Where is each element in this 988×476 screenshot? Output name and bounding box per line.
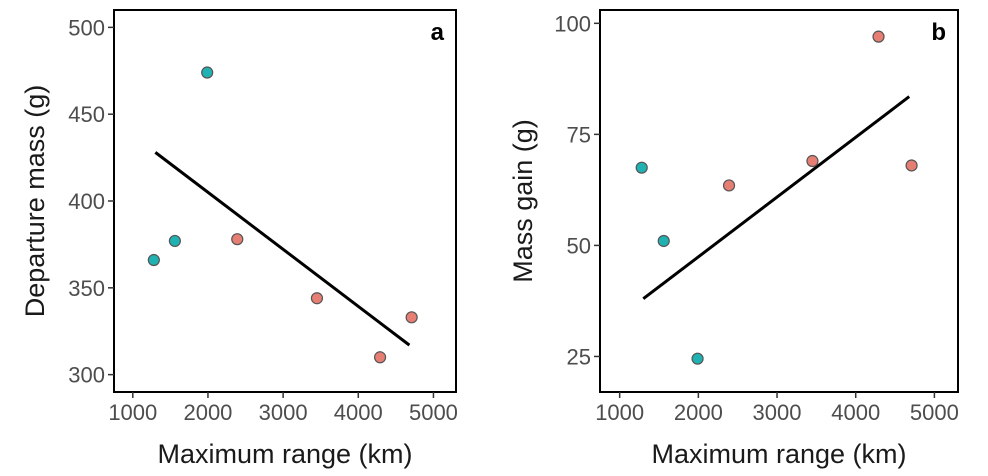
data-point	[635, 161, 648, 174]
data-point	[691, 352, 704, 365]
y-tick-label: 400	[68, 189, 105, 214]
data-point	[872, 30, 885, 43]
x-tick-label: 1000	[108, 400, 157, 425]
x-tick-label: 4000	[334, 400, 383, 425]
x-tick-label: 5000	[910, 400, 959, 425]
plot-frame	[113, 9, 457, 393]
trend-line	[642, 95, 911, 300]
data-point	[905, 159, 918, 172]
trend-line	[154, 151, 411, 347]
x-axis-title: Maximum range (km)	[651, 439, 906, 469]
data-point	[310, 292, 324, 305]
x-tick-label: 2000	[674, 400, 723, 425]
plot-frame	[599, 9, 959, 393]
y-tick-label: 50	[567, 233, 591, 258]
y-tick-label: 500	[68, 15, 105, 40]
y-tick-label: 100	[554, 11, 591, 36]
data-point	[168, 234, 181, 248]
x-tick-label: 3000	[753, 400, 802, 425]
x-tick-label: 2000	[183, 400, 232, 425]
data-point	[657, 234, 670, 248]
data-point	[231, 233, 244, 246]
x-tick-label: 1000	[595, 400, 644, 425]
y-tick-label: 25	[567, 344, 591, 369]
x-tick-label: 4000	[831, 400, 880, 425]
panel-label: b	[931, 19, 946, 46]
y-axis-title: Mass gain (g)	[508, 119, 538, 283]
y-tick-label: 350	[68, 276, 105, 301]
data-point	[147, 253, 160, 267]
y-tick-label: 300	[68, 363, 105, 388]
x-tick-label: 5000	[409, 400, 458, 425]
y-tick-label: 450	[68, 102, 105, 127]
y-tick-label: 75	[567, 122, 591, 147]
panel-a: 300 350 400 450 500 1000 2000 3000 4000 5000 Maxim…	[20, 9, 458, 469]
panel-label: a	[431, 19, 445, 46]
x-tick-label: 3000	[259, 400, 308, 425]
y-axis-title: Departure mass (g)	[20, 85, 50, 318]
data-point	[201, 66, 214, 79]
x-axis-title: Maximum range (km)	[157, 439, 412, 469]
data-point	[722, 179, 736, 192]
data-point	[806, 154, 819, 168]
data-point	[373, 351, 387, 364]
data-point	[405, 311, 418, 324]
